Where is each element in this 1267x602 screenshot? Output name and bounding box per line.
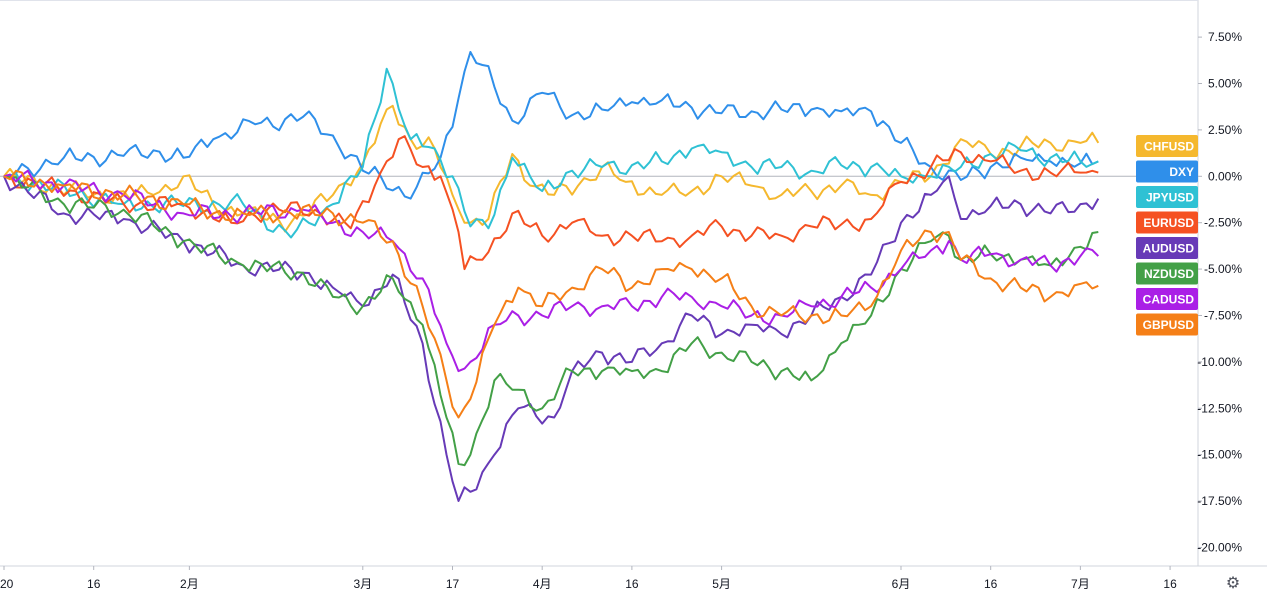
legend: CHFUSD DXY JPYUSD EURUSD AUDUSD NZDUSD CADUSD G… <box>1136 135 1198 336</box>
legend-swatch <box>1136 186 1198 208</box>
y-tick-label: -20.00% <box>1197 540 1242 554</box>
x-tick-label: 5月 <box>712 577 731 591</box>
y-tick-label: -7.50% <box>1204 308 1242 322</box>
x-tick-label: 16 <box>625 577 639 591</box>
series-line-eurusd[interactable] <box>3 135 1099 271</box>
legend-label: CHFUSD <box>1144 140 1194 154</box>
y-tick-label: 0.00% <box>1208 169 1242 183</box>
legend-item-chfusd: CHFUSD <box>1136 135 1198 157</box>
legend-label: EURUSD <box>1143 216 1194 230</box>
legend-label: AUDUSD <box>1143 242 1195 256</box>
legend-swatch <box>1136 135 1198 157</box>
x-tick-label: 7月 <box>1071 577 1090 591</box>
settings-button[interactable]: ⚙ <box>1226 573 1240 592</box>
legend-item-dxy: DXY <box>1136 160 1198 183</box>
gear-icon[interactable]: ⚙ <box>1226 573 1240 592</box>
x-tick-label: 4月 <box>533 577 552 591</box>
series-line-audusd[interactable] <box>3 175 1100 502</box>
series-line-jpyusd[interactable] <box>3 67 1099 239</box>
legend-label: NZDUSD <box>1144 267 1194 281</box>
x-tick-label: 16 <box>1163 577 1177 591</box>
legend-swatch <box>1136 211 1198 234</box>
x-tick-label: 2月 <box>180 577 199 591</box>
legend-swatch <box>1136 262 1198 285</box>
x-tick-label: 6月 <box>892 577 911 591</box>
legend-swatch <box>1136 160 1198 183</box>
legend-label: DXY <box>1169 165 1194 179</box>
series-line-cadusd[interactable] <box>3 169 1100 373</box>
legend-label: JPYUSD <box>1146 191 1194 205</box>
axes <box>0 0 1267 567</box>
y-tick-label: 2.50% <box>1208 123 1242 137</box>
x-tick-label: 17 <box>446 577 460 591</box>
series-group <box>3 51 1100 502</box>
x-tick-label: 16 <box>984 577 998 591</box>
x-tick-label: 16 <box>87 577 101 591</box>
legend-item-audusd: AUDUSD <box>1136 237 1198 259</box>
x-tick-label: 3月 <box>353 577 372 591</box>
series-line-chfusd[interactable] <box>3 104 1100 233</box>
legend-item-jpyusd: JPYUSD <box>1136 186 1198 208</box>
legend-swatch <box>1136 313 1198 336</box>
legend-item-nzdusd: NZDUSD <box>1136 262 1198 285</box>
legend-label: GBPUSD <box>1143 318 1195 332</box>
y-tick-label: -2.50% <box>1204 216 1242 230</box>
legend-item-cadusd: CADUSD <box>1136 288 1198 310</box>
legend-label: CADUSD <box>1143 293 1195 307</box>
series-line-nzdusd[interactable] <box>3 175 1099 467</box>
series-line-gbpusd[interactable] <box>3 169 1099 419</box>
x-tick-label: 20 <box>0 577 14 591</box>
x-axis-ticks: 20 16 2月 3月 17 4月 16 5月 6月 16 7月 16 <box>0 566 1177 591</box>
legend-item-gbpusd: GBPUSD <box>1136 313 1198 336</box>
series-line-dxy[interactable] <box>3 51 1099 200</box>
y-tick-label: -15.00% <box>1197 448 1242 462</box>
legend-swatch <box>1136 237 1198 259</box>
legend-item-eurusd: EURUSD <box>1136 211 1198 234</box>
legend-swatch <box>1136 288 1198 310</box>
y-tick-label: -12.50% <box>1197 401 1242 415</box>
y-tick-label: -10.00% <box>1197 355 1242 369</box>
y-tick-label: -5.00% <box>1204 262 1242 276</box>
y-tick-label: -17.50% <box>1197 494 1242 508</box>
y-tick-label: 5.00% <box>1208 77 1242 91</box>
y-axis-ticks: 7.50% 5.00% 2.50% 0.00% -2.50% -5.00% -7.50% -1… <box>1197 30 1242 554</box>
y-tick-label: 7.50% <box>1208 30 1242 44</box>
